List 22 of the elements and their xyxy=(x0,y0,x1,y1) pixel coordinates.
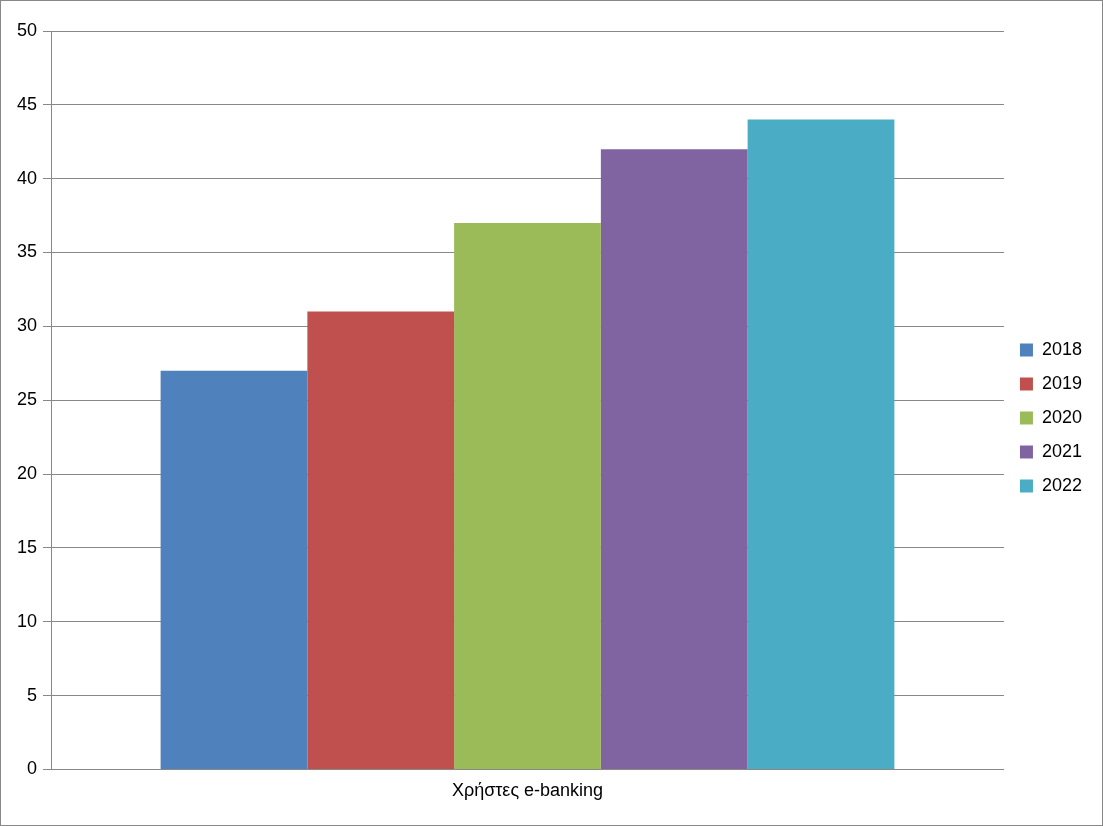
legend-label: 2019 xyxy=(1041,372,1082,393)
y-tick-label: 35 xyxy=(16,241,38,262)
bar xyxy=(160,370,308,769)
y-tick-label: 45 xyxy=(16,93,38,114)
y-tick-label: 5 xyxy=(27,684,38,705)
y-tick-label: 0 xyxy=(27,758,38,779)
bar xyxy=(454,222,601,769)
y-tick-label: 15 xyxy=(16,536,38,557)
y-tick-label: 10 xyxy=(16,610,38,631)
legend-label: 2021 xyxy=(1041,440,1082,461)
legend-label: 2020 xyxy=(1041,406,1082,427)
legend-label: 2018 xyxy=(1041,338,1082,359)
bar xyxy=(747,119,895,769)
y-tick-label: 20 xyxy=(16,463,38,484)
y-tick-label: 30 xyxy=(16,315,38,336)
legend-label: 2022 xyxy=(1041,474,1082,495)
y-tick-label: 50 xyxy=(16,19,38,40)
x-tick-label: Χρήστες e-banking xyxy=(451,780,604,801)
y-tick-label: 40 xyxy=(16,167,38,188)
bar xyxy=(307,311,455,769)
y-tick-label: 25 xyxy=(16,389,38,410)
bar xyxy=(600,149,748,769)
